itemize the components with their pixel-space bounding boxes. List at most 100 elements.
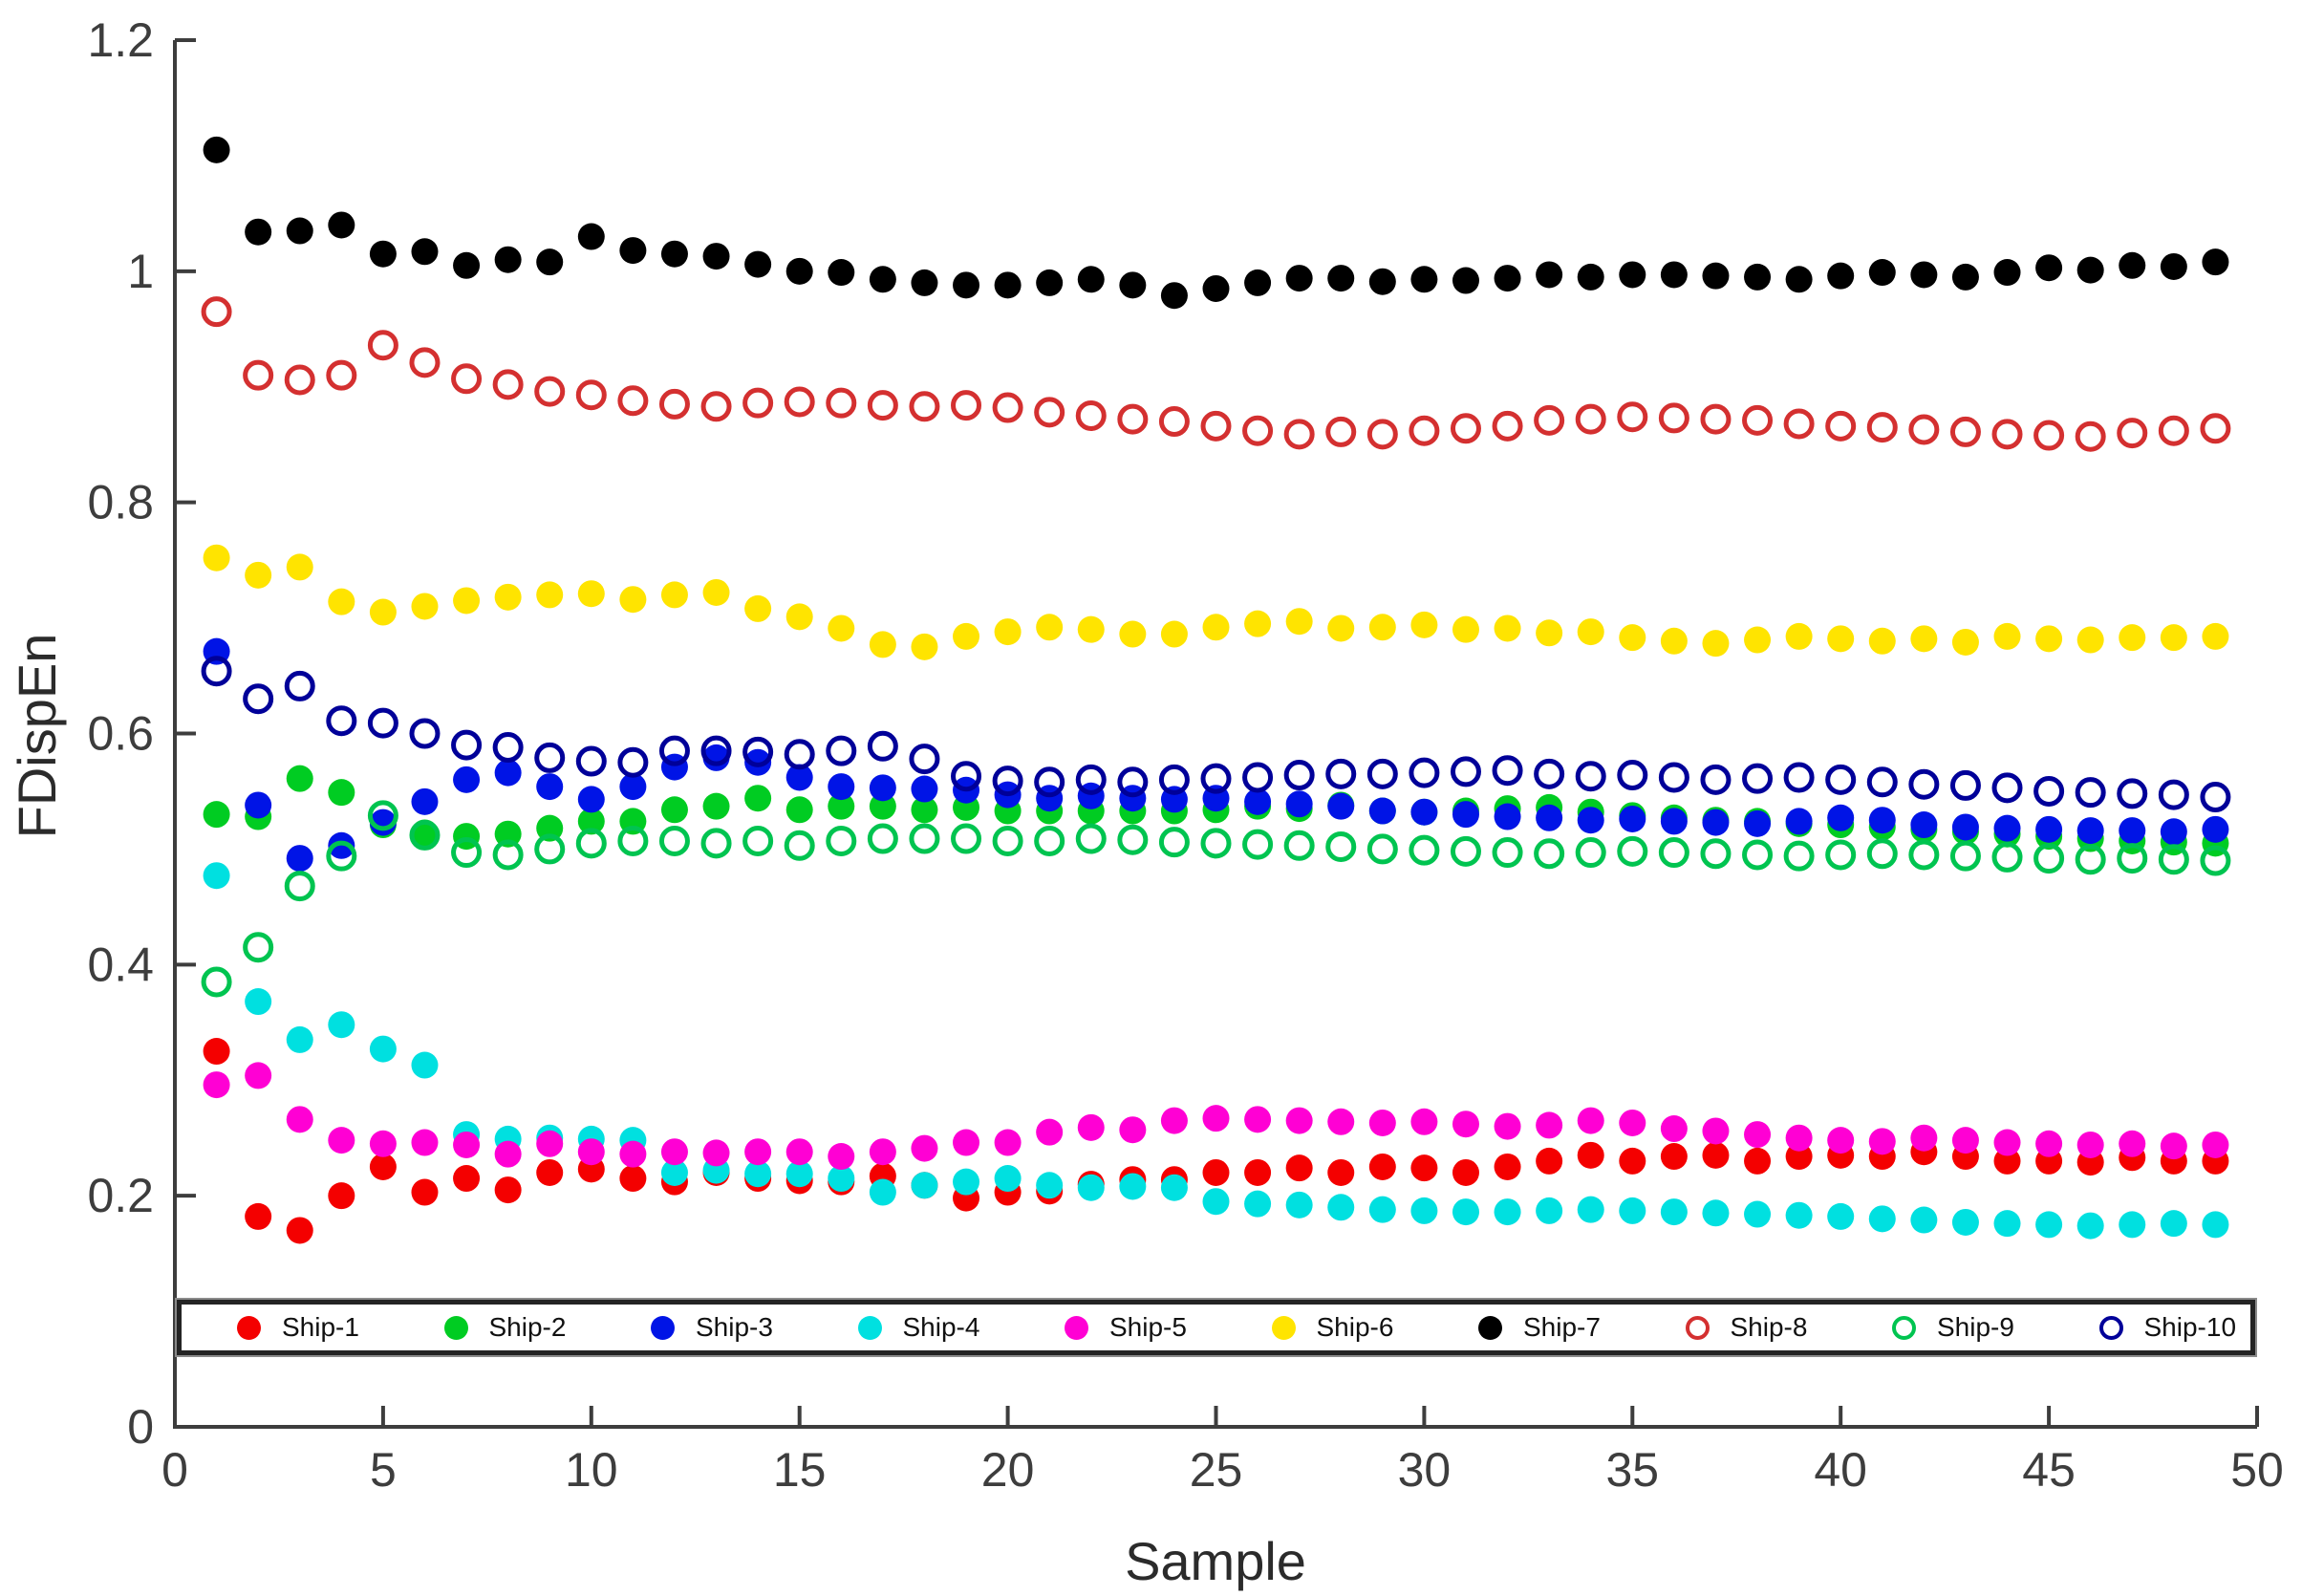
- data-point: [328, 1182, 355, 1210]
- data-point: [1660, 808, 1688, 835]
- data-point: [700, 735, 732, 766]
- data-point: [1200, 763, 1232, 794]
- data-point: [1744, 809, 1772, 837]
- data-point: [453, 1165, 481, 1193]
- data-point: [286, 1106, 313, 1133]
- data-point: [1534, 838, 1565, 870]
- data-point: [1119, 1116, 1147, 1144]
- data-point: [328, 779, 355, 807]
- data-point: [1825, 839, 1857, 871]
- data-point: [2202, 248, 2229, 276]
- data-point: [1200, 828, 1232, 859]
- data-point: [245, 218, 272, 246]
- data-point: [1949, 840, 1981, 872]
- data-point: [869, 266, 896, 293]
- legend-label: Ship-1: [282, 1312, 359, 1342]
- data-point: [1119, 620, 1147, 648]
- y-axis-title: FDispEn: [7, 634, 67, 839]
- data-point: [619, 586, 647, 614]
- data-point: [1075, 764, 1107, 795]
- data-point: [1910, 261, 1938, 289]
- data-point: [1202, 1158, 1230, 1186]
- data-point: [1577, 1141, 1604, 1169]
- data-point: [1410, 266, 1438, 293]
- data-point: [2158, 415, 2189, 446]
- data-point: [1327, 792, 1355, 820]
- data-point: [1450, 413, 1481, 444]
- data-point: [702, 792, 730, 820]
- data-point: [1577, 1107, 1604, 1134]
- data-point: [2119, 817, 2146, 845]
- data-point: [1949, 416, 1981, 447]
- legend-item-ship-5: Ship-5: [1009, 1305, 1216, 1350]
- data-point: [1325, 416, 1357, 447]
- x-axis-title: Sample: [1125, 1531, 1306, 1591]
- data-point: [785, 796, 813, 824]
- data-point: [1744, 263, 1772, 291]
- data-point: [1368, 614, 1396, 641]
- data-point: [1866, 838, 1898, 870]
- data-point: [203, 136, 230, 163]
- data-point: [1866, 412, 1898, 443]
- data-point: [536, 1130, 564, 1157]
- data-point: [785, 257, 813, 285]
- data-point: [575, 745, 607, 777]
- data-point: [2035, 1211, 2063, 1239]
- data-point: [909, 823, 940, 854]
- data-point: [1492, 755, 1523, 787]
- data-point: [1158, 764, 1190, 795]
- data-point: [369, 1130, 397, 1157]
- data-point: [1327, 1194, 1355, 1221]
- x-tick-label: 40: [1814, 1443, 1867, 1497]
- data-point: [203, 801, 230, 829]
- data-point: [994, 618, 1022, 646]
- data-point: [1577, 807, 1604, 834]
- data-point: [744, 594, 772, 622]
- data-point: [1409, 415, 1440, 446]
- data-point: [577, 808, 605, 835]
- data-point: [992, 766, 1023, 797]
- x-tick-label: 25: [1190, 1443, 1243, 1497]
- data-point: [869, 774, 896, 802]
- data-point: [1536, 1197, 1563, 1224]
- data-point: [1660, 1143, 1688, 1171]
- data-point: [1536, 1147, 1563, 1175]
- data-point: [1285, 265, 1313, 292]
- data-point: [994, 1165, 1022, 1193]
- data-point: [617, 746, 649, 778]
- data-point: [245, 1202, 272, 1230]
- data-point: [203, 862, 230, 890]
- data-point: [1036, 1118, 1064, 1146]
- data-point: [1993, 814, 2021, 842]
- data-point: [1492, 837, 1523, 869]
- data-point: [951, 761, 982, 792]
- data-point: [1285, 608, 1313, 636]
- data-point: [1034, 397, 1065, 428]
- data-point: [2076, 256, 2104, 284]
- x-tick-label: 15: [773, 1443, 827, 1497]
- data-point: [1534, 404, 1565, 436]
- y-tick-label: 0.8: [87, 476, 154, 529]
- data-point: [2160, 624, 2187, 652]
- filled-dot-icon: [443, 1315, 468, 1340]
- data-point: [1160, 1174, 1188, 1201]
- data-point: [409, 819, 441, 851]
- data-point: [536, 248, 564, 276]
- data-point: [1327, 265, 1355, 292]
- data-point: [2035, 254, 2063, 282]
- data-point: [577, 580, 605, 608]
- data-point: [1158, 827, 1190, 858]
- data-point: [534, 833, 566, 865]
- filled-dot-icon: [1271, 1315, 1296, 1340]
- data-point: [1700, 838, 1732, 870]
- y-tick-label: 1.2: [87, 13, 154, 67]
- data-point: [1494, 1112, 1521, 1140]
- x-tick-label: 50: [2230, 1443, 2284, 1497]
- data-point: [1617, 401, 1648, 433]
- data-point: [1908, 414, 1940, 445]
- data-point: [1285, 1191, 1313, 1219]
- data-point: [367, 707, 398, 739]
- data-point: [660, 1138, 688, 1166]
- data-point: [619, 1140, 647, 1168]
- data-point: [869, 792, 896, 820]
